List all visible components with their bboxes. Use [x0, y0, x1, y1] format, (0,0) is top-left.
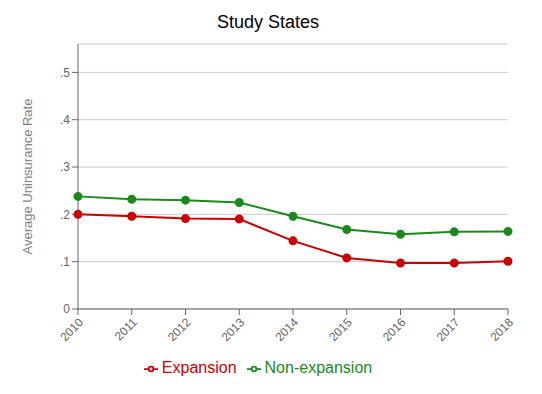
svg-text:2011: 2011: [112, 315, 140, 343]
svg-text:.5: .5: [60, 66, 70, 80]
svg-text:Average Uninsurance Rate: Average Uninsurance Rate: [20, 99, 35, 255]
svg-text:.3: .3: [60, 160, 70, 174]
svg-text:2013: 2013: [219, 315, 248, 344]
html-text:Expansion: Expansion: [161, 359, 237, 376]
svg-text:2016: 2016: [380, 315, 409, 344]
svg-text:.1: .1: [60, 255, 70, 269]
svg-text:.4: .4: [60, 113, 70, 127]
svg-text:2010: 2010: [57, 315, 86, 344]
svg-text:.2: .2: [60, 208, 70, 222]
html-text:Study States: Study States: [217, 12, 319, 32]
svg-text:0: 0: [63, 302, 70, 316]
svg-text:2018: 2018: [487, 315, 516, 344]
svg-text:2014: 2014: [272, 315, 301, 344]
svg-text:2012: 2012: [165, 315, 194, 344]
svg-text:2015: 2015: [326, 315, 355, 344]
html-text:Non-expansion: Non-expansion: [264, 359, 373, 376]
svg-text:2017: 2017: [434, 315, 463, 344]
